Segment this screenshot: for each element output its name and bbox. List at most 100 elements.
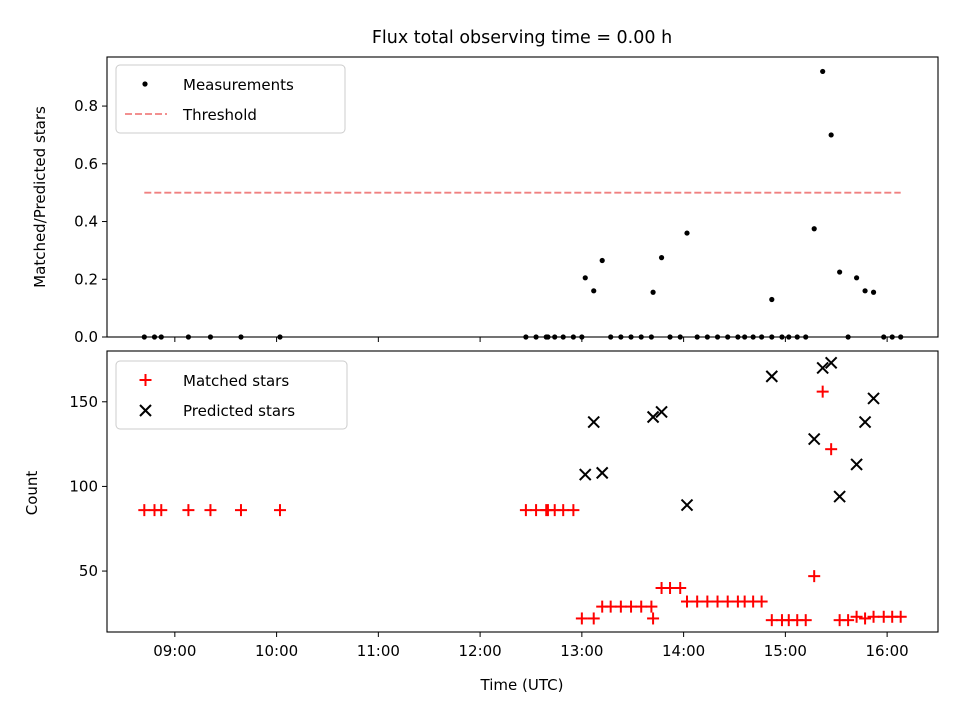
predicted-star-b [765, 370, 779, 383]
measurement-point [582, 275, 588, 281]
predicted-star-point [833, 490, 846, 503]
matched-star-point [182, 504, 195, 517]
x-tick-label: 15:00 [764, 642, 807, 660]
matched-star-point [519, 504, 532, 517]
top-y-tick-label: 0.6 [74, 155, 98, 173]
measurement-point [837, 269, 843, 275]
predicted-star-b [680, 498, 694, 512]
matched-star-point [567, 504, 580, 517]
matched-star-point [273, 504, 286, 517]
bottom-y-tick-label: 50 [79, 562, 98, 580]
predicted-star-b [596, 466, 609, 480]
predicted-star-point [858, 415, 872, 429]
figure-title: Flux total observing time = 0.00 h [372, 28, 672, 48]
predicted-star-point [596, 466, 609, 480]
predicted-star-b [850, 458, 863, 471]
matched-star-point [647, 612, 660, 625]
x-tick-label: 10:00 [255, 642, 298, 660]
matched-star-point [138, 504, 151, 517]
x-axis-label: Time (UTC) [480, 676, 564, 694]
bottom-y-axis: 50 100 150 [69, 393, 107, 580]
matched-star-point [681, 595, 694, 608]
measurement-point [684, 230, 690, 236]
matched-star-point [664, 581, 677, 594]
predicted-star-point [867, 392, 880, 405]
matched-star-point [867, 610, 880, 623]
matched-star-point [701, 595, 714, 608]
bottom-legend-box [115, 360, 348, 430]
predicted-star-point [587, 415, 600, 429]
top-plot-frame [106, 56, 939, 338]
top-x-axis-ticks [174, 337, 888, 342]
x-tick-label: 14:00 [662, 642, 705, 660]
predicted-star-point [807, 432, 821, 446]
matched-star-point [604, 600, 617, 613]
matched-star-point [674, 581, 687, 594]
matched-star-point [859, 612, 872, 625]
predicted-star-b [816, 361, 829, 375]
predicted-star-b [833, 490, 846, 503]
measurement-point [862, 288, 868, 294]
measurements-plot: 0.00.20.40.60.8 Matched/Predicted stars … [31, 56, 939, 346]
bottom-y-tick-label: 100 [69, 477, 98, 495]
x-tick-label: 09:00 [153, 642, 196, 660]
x-tick-label: 12:00 [458, 642, 501, 660]
matched-star-point [808, 570, 821, 583]
top-legend: Measurements Threshold [115, 64, 346, 134]
predicted-star-b [807, 432, 821, 446]
legend-matched-marker [139, 374, 152, 386]
legend-predicted-label: Predicted stars [183, 402, 295, 420]
matched-star-point [530, 504, 543, 517]
predicted-star-point [646, 410, 660, 424]
predicted-star-b [646, 410, 660, 424]
predicted-star-point [765, 370, 779, 383]
predicted-star-b [587, 415, 600, 429]
legend-predicted-marker [139, 404, 152, 417]
counts-plot: 50 100 150 09:00 10:00 11:00 12:00 13:00 14:00 1… [23, 350, 939, 694]
matched-star-point [850, 610, 863, 623]
matched-star-point [557, 504, 570, 517]
measurement-point [599, 257, 605, 264]
top-y-tick-label: 0.0 [74, 328, 98, 346]
measurement-point [769, 296, 775, 303]
bottom-y-tick-label: 150 [69, 393, 98, 411]
top-y-axis-label: Matched/Predicted stars [31, 106, 49, 288]
predicted-star-point [655, 405, 668, 419]
bottom-y-axis-label: Count [23, 471, 41, 516]
matched-star-point [799, 614, 812, 627]
bottom-legend: Matched stars Predicted stars [115, 360, 348, 430]
predicted-star-point [824, 356, 838, 370]
top-y-tick-label: 0.4 [74, 213, 98, 231]
matched-star-point [711, 595, 724, 608]
matched-star-point [842, 614, 855, 627]
matched-star-point [635, 600, 648, 613]
measurement-point [658, 255, 665, 261]
matched-star-point [691, 595, 704, 608]
measurement-point [811, 226, 817, 232]
predicted-star-b [824, 356, 838, 370]
matched-star-point [614, 600, 627, 613]
matched-star-point [625, 600, 638, 613]
top-y-axis: 0.0 0.2 0.4 0.6 0.8 [74, 97, 107, 346]
x-tick-label: 16:00 [866, 642, 909, 660]
measurement-point [870, 289, 877, 295]
predicted-star-b [655, 405, 668, 419]
predicted-star-b [858, 415, 872, 429]
matched-star-point [575, 612, 588, 625]
measurement-point [650, 289, 656, 295]
predicted-star-b [579, 468, 592, 481]
legend-measurements-label: Measurements [183, 76, 294, 94]
matched-star-point [755, 595, 768, 608]
matched-star-point [204, 504, 217, 517]
measurement-point [591, 288, 597, 294]
bottom-x-axis: 09:00 10:00 11:00 12:00 13:00 14:00 15:00 16:00 [153, 632, 909, 660]
legend-threshold-label: Threshold [182, 106, 257, 124]
measurement-point [853, 275, 860, 281]
matched-star-point [894, 610, 907, 623]
x-tick-label: 13:00 [560, 642, 603, 660]
matched-star-point [816, 385, 829, 398]
x-tick-label: 11:00 [357, 642, 400, 660]
matched-star-point [234, 504, 247, 517]
